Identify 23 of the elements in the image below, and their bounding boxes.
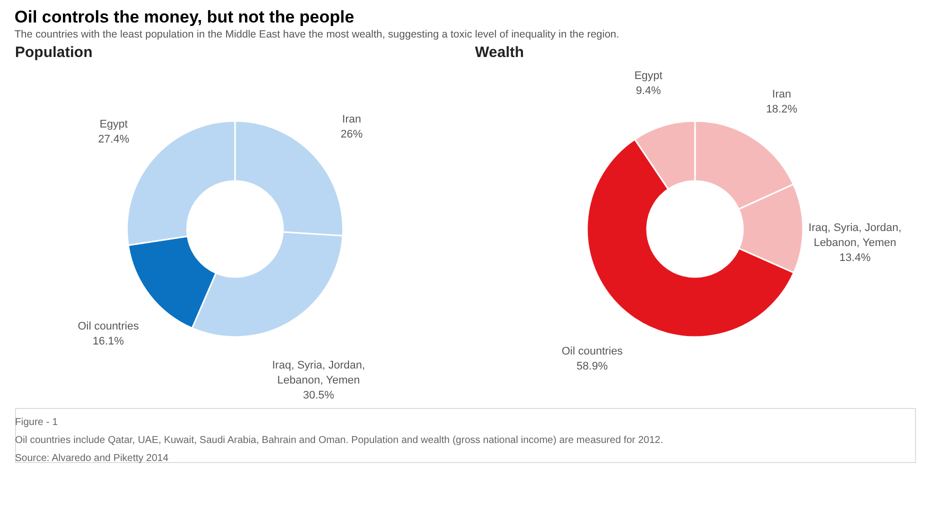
text: Wealth — [475, 44, 524, 61]
data-label: 26% — [340, 128, 363, 140]
data-label: 13.4% — [839, 252, 871, 264]
data-label: 58.9% — [576, 360, 608, 373]
slice-label: Iraq, Syria, Jordan, Lebanon, Yemen — [808, 222, 902, 250]
data-label: 16.1% — [92, 336, 124, 348]
text: Figure - 1 — [15, 417, 58, 428]
slice-label: Iran — [342, 113, 362, 126]
slice-label: Egypt — [100, 118, 128, 131]
data-label: 9.4% — [636, 84, 662, 97]
data-label: 30.5% — [303, 389, 334, 402]
source-note: Source: Alvaredo and Piketty 2014 — [15, 453, 169, 464]
slice-label: Egypt — [634, 70, 662, 82]
text: Oil countries include Qatar, UAE, Kuwait, Saudi Arabia, Bahrain and Oman. Population and wealth (gross national income) are measured for 2012. — [15, 435, 664, 446]
slice-label: Oil countries — [562, 346, 624, 358]
slice-label: Iraq, Syria, Jordan, Lebanon, Yemen — [272, 359, 366, 386]
data-label: 27.4% — [98, 134, 130, 146]
chart-subtitle: The countries with the least population in the Middle East have the most wealth, suggesting a toxic level of inequality in the region. — [14, 28, 620, 40]
slice-label: Iran — [772, 88, 792, 100]
slice-label: Oil countries — [78, 320, 140, 333]
chart-title: Oil controls the money, but not the people — [14, 8, 354, 26]
data-label: 18.2% — [766, 104, 798, 116]
text: Population — [15, 44, 92, 61]
